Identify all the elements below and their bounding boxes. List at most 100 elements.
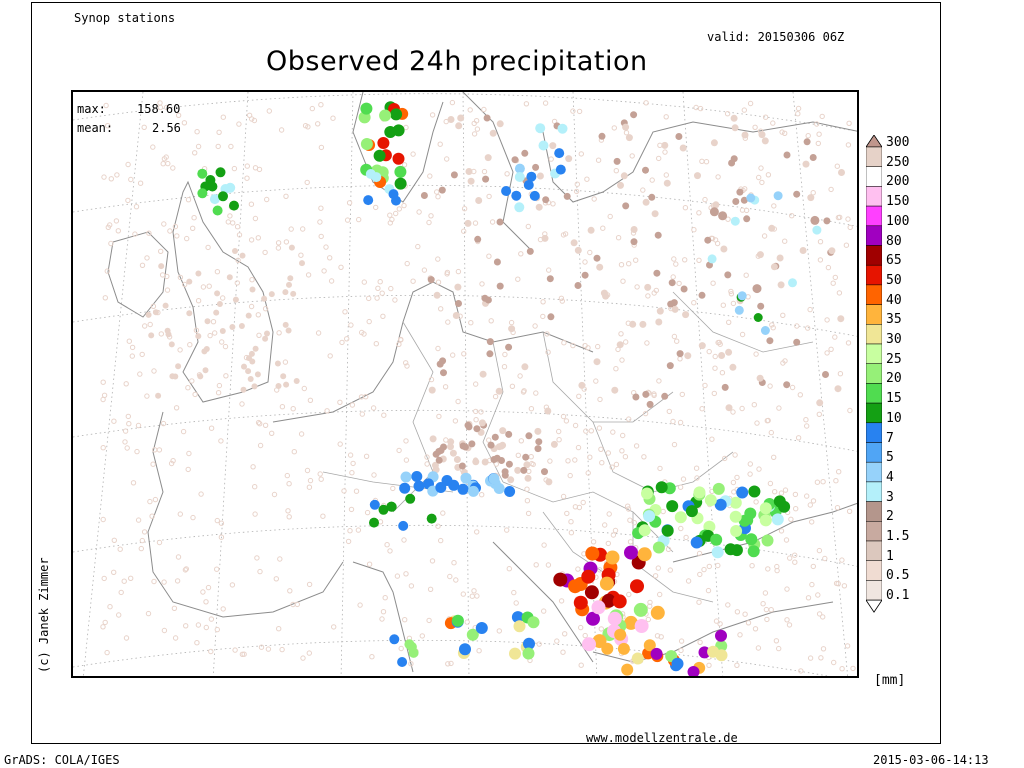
station-marker [764,616,770,623]
station-marker [652,541,665,554]
legend-swatch [866,422,882,443]
station-marker [186,450,192,457]
station-marker [244,163,251,169]
station-marker [730,479,737,486]
legend-swatch [866,166,882,187]
station-marker [116,612,122,618]
station-marker [623,339,629,345]
station-marker [528,454,534,460]
station-marker [424,454,430,460]
station-marker [220,606,226,612]
station-marker [736,188,744,196]
station-marker [767,383,773,389]
station-marker [145,610,152,617]
station-marker [107,604,113,610]
station-marker [440,510,446,516]
station-marker [717,621,723,627]
station-marker [657,591,663,598]
station-marker [758,165,764,171]
station-marker [570,108,576,114]
station-marker [761,534,774,547]
station-marker [488,318,494,324]
station-marker [617,181,624,189]
station-marker [734,609,741,615]
station-marker [747,545,760,558]
station-marker [713,618,720,624]
station-marker [753,499,759,505]
station-marker [375,285,381,292]
station-marker [582,632,588,639]
station-marker [820,614,826,620]
station-marker [161,579,167,585]
station-marker [682,311,690,319]
station-marker [611,386,619,394]
station-marker [252,345,259,352]
station-marker [173,405,180,411]
station-marker [691,227,697,233]
station-marker [618,331,624,337]
station-marker [435,448,443,455]
station-marker [547,313,555,321]
station-marker [728,288,734,295]
station-marker [557,123,568,134]
station-marker [712,482,725,495]
station-marker [558,295,565,302]
station-marker [774,563,780,570]
station-marker [104,649,110,656]
station-marker [803,138,811,146]
station-marker [192,150,198,156]
station-marker [504,486,516,497]
station-marker [792,559,798,565]
legend-tick-label: 3 [886,489,894,505]
station-marker [828,247,836,255]
station-marker [128,575,134,581]
station-marker [386,501,397,512]
station-marker [624,615,638,630]
station-marker [707,254,717,264]
station-marker [773,495,786,508]
station-marker [837,371,844,377]
station-marker [244,175,250,181]
station-marker [788,516,794,522]
station-marker [752,284,762,294]
station-marker [429,435,437,443]
station-marker [408,647,419,658]
station-marker [342,309,348,315]
station-marker [511,156,519,164]
legend-tick-label: 300 [886,135,910,150]
station-marker [508,325,516,333]
station-marker [768,429,774,436]
station-marker [720,302,726,308]
station-marker [715,629,727,642]
station-marker [677,419,684,426]
station-marker [300,226,306,232]
station-marker [693,486,706,499]
station-marker [626,416,632,422]
station-marker [540,313,546,320]
station-marker [440,369,447,377]
station-marker [144,393,150,399]
station-marker [371,172,382,183]
station-marker [151,578,157,585]
station-marker [747,461,753,467]
station-marker [509,647,521,660]
station-marker [195,270,202,277]
station-marker [459,643,471,656]
station-marker [108,176,114,182]
station-marker [761,233,768,239]
station-marker [401,162,408,168]
station-marker [568,530,575,536]
station-marker [229,324,236,330]
precipitation-map[interactable] [71,90,859,678]
station-marker [285,508,291,514]
station-marker [632,393,640,401]
legend-tick-label: 0.5 [886,568,910,584]
legend-swatch [866,284,882,305]
station-marker [731,124,739,132]
station-marker [570,239,578,247]
stations-label: Synop stations [74,11,176,25]
station-marker [262,422,269,428]
station-marker [671,256,677,262]
station-marker [197,188,208,199]
station-marker [598,446,604,452]
